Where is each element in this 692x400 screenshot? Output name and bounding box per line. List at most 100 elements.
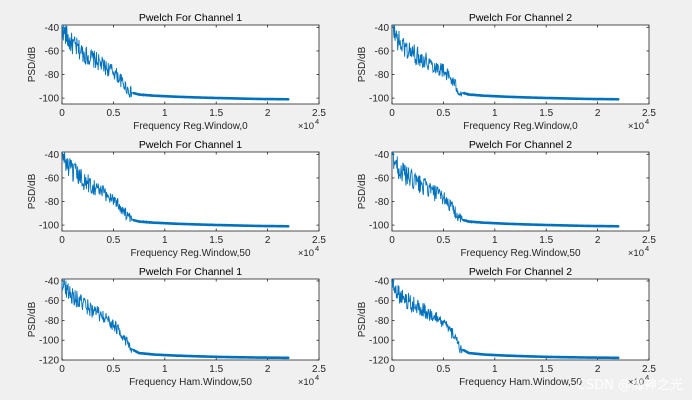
x-tick-label: 0 <box>389 235 395 246</box>
x-tick-label: 2.5 <box>312 108 326 119</box>
psd-series-tail <box>132 91 290 101</box>
y-tick-label: -100 <box>369 94 389 105</box>
x-tick-label: 0 <box>389 108 395 119</box>
x-tick-label: 1 <box>162 235 168 246</box>
x-tick-label: 0.5 <box>436 364 450 375</box>
x-exponent-power: 4 <box>645 373 649 382</box>
y-tick-label: -40 <box>45 276 60 287</box>
subplot-2: Pwelch For Channel 2 0 0.5 1 1.5 2 2.5 -100 -80 -… <box>357 12 656 132</box>
y-tick-label: -80 <box>375 316 390 327</box>
x-tick-label: 1.5 <box>209 108 223 119</box>
y-tick-label: -80 <box>45 316 60 327</box>
y-tick-label: -40 <box>45 150 60 161</box>
chart-title: Pwelch For Channel 2 <box>469 266 572 278</box>
x-exponent-label: ×10 <box>628 377 644 388</box>
y-axis-label: PSD/dB <box>357 301 368 337</box>
y-axis-label: PSD/dB <box>357 46 368 82</box>
y-tick-label: -120 <box>369 356 389 367</box>
x-tick-label: 2 <box>265 364 271 375</box>
csdn-watermark: CSDN @海神之光 <box>577 378 683 393</box>
y-tick-label: -40 <box>375 276 390 287</box>
x-tick-label: 0 <box>59 364 65 375</box>
chart-title: Pwelch For Channel 1 <box>139 139 242 151</box>
y-tick-label: -120 <box>39 356 59 367</box>
x-tick-label: 0 <box>59 235 65 246</box>
plot-area <box>391 24 650 105</box>
x-tick-label: 1 <box>162 364 168 375</box>
y-tick-label: -60 <box>45 173 60 184</box>
x-tick-label: 0.5 <box>106 108 120 119</box>
x-tick-label: 2 <box>595 364 601 375</box>
subplot-6: Pwelch For Channel 2 0 0.5 1 1.5 2 2.5 -120 -100… <box>357 266 656 388</box>
x-tick-label: 2 <box>265 108 271 119</box>
x-tick-label: 0.5 <box>436 235 450 246</box>
subplot-5: Pwelch For Channel 1 0 0.5 1 1.5 2 2.5 -120 -100… <box>27 266 326 388</box>
x-tick-label: 2.5 <box>642 235 656 246</box>
y-tick-label: -60 <box>375 173 390 184</box>
x-exponent-power: 4 <box>315 373 319 382</box>
psd-series-tail <box>462 218 620 228</box>
y-axis-label: PSD/dB <box>27 173 38 209</box>
x-exponent-label: ×10 <box>628 121 644 132</box>
x-axis-label: Frequency Reg.Window,50 <box>460 248 581 259</box>
chart-title: Pwelch For Channel 1 <box>139 12 242 24</box>
x-axis-label: Frequency Reg.Window,50 <box>130 248 251 259</box>
x-axis-label: Frequency Ham.Window,50 <box>129 377 252 388</box>
x-tick-label: 2 <box>595 235 601 246</box>
x-tick-label: 1.5 <box>209 364 223 375</box>
chart-title: Pwelch For Channel 2 <box>469 12 572 24</box>
x-tick-label: 0.5 <box>106 235 120 246</box>
x-tick-label: 1 <box>492 108 498 119</box>
y-tick-label: -100 <box>369 336 389 347</box>
x-exponent-label: ×10 <box>628 248 644 259</box>
y-tick-label: -80 <box>375 197 390 208</box>
y-tick-label: -60 <box>45 296 60 307</box>
x-exponent-power: 4 <box>645 117 649 126</box>
x-exponent-label: ×10 <box>298 377 314 388</box>
y-tick-label: -60 <box>45 46 60 57</box>
x-axis-label: Frequency Ham.Window,50 <box>459 377 582 388</box>
y-tick-label: -60 <box>375 296 390 307</box>
plot-area <box>61 278 320 361</box>
x-tick-label: 0.5 <box>106 364 120 375</box>
y-tick-label: -40 <box>375 23 390 34</box>
x-tick-label: 1 <box>162 108 168 119</box>
psd-series-tail <box>462 349 620 360</box>
y-tick-label: -80 <box>45 197 60 208</box>
x-tick-label: 0.5 <box>436 108 450 119</box>
x-tick-label: 1 <box>492 364 498 375</box>
psd-series-tail <box>462 91 620 101</box>
y-tick-label: -40 <box>375 150 390 161</box>
x-tick-label: 1.5 <box>209 235 223 246</box>
x-axis-label: Frequency Reg.Window,0 <box>463 121 578 132</box>
x-tick-label: 2.5 <box>312 235 326 246</box>
x-tick-label: 2.5 <box>312 364 326 375</box>
x-exponent-label: ×10 <box>298 121 314 132</box>
y-tick-label: -100 <box>39 94 59 105</box>
y-tick-label: -100 <box>369 221 389 232</box>
y-axis-label: PSD/dB <box>27 301 38 337</box>
x-tick-label: 1.5 <box>539 235 553 246</box>
chart-title: Pwelch For Channel 2 <box>469 139 572 151</box>
x-tick-label: 0 <box>59 108 65 119</box>
x-exponent-power: 4 <box>645 244 649 253</box>
x-exponent-power: 4 <box>315 244 319 253</box>
x-tick-label: 2 <box>265 235 271 246</box>
y-axis-label: PSD/dB <box>357 173 368 209</box>
y-tick-label: -80 <box>375 70 390 81</box>
subplot-4: Pwelch For Channel 2 0 0.5 1 1.5 2 2.5 -100 -80 -… <box>357 139 656 259</box>
subplot-grid: Pwelch For Channel 1 0 0.5 1 1.5 2 2.5 -100 -80 -… <box>27 12 656 388</box>
subplot-3: Pwelch For Channel 1 0 0.5 1 1.5 2 2.5 -100 -80 -… <box>27 139 326 259</box>
y-tick-label: -100 <box>39 221 59 232</box>
y-axis-label: PSD/dB <box>27 46 38 82</box>
x-tick-label: 2.5 <box>642 364 656 375</box>
x-tick-label: 2 <box>595 108 601 119</box>
x-exponent-power: 4 <box>315 117 319 126</box>
plot-area <box>391 278 650 361</box>
x-tick-label: 2.5 <box>642 108 656 119</box>
x-tick-label: 1.5 <box>539 364 553 375</box>
x-exponent-label: ×10 <box>298 248 314 259</box>
subplot-1: Pwelch For Channel 1 0 0.5 1 1.5 2 2.5 -100 -80 -… <box>27 12 326 132</box>
x-tick-label: 1 <box>492 235 498 246</box>
